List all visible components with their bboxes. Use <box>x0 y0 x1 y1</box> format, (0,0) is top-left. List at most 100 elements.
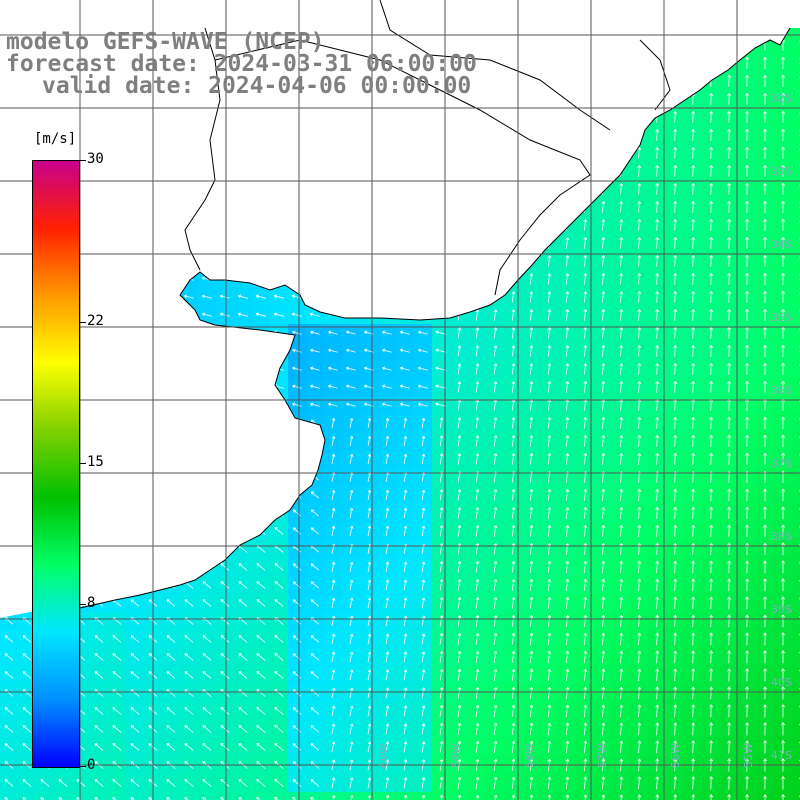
wind-arrow <box>745 704 749 718</box>
wind-arrow <box>691 650 696 664</box>
wind-arrow <box>529 381 534 393</box>
wind-arrow <box>457 579 462 591</box>
wind-arrow <box>547 524 552 537</box>
wind-arrow <box>637 363 642 375</box>
wind-arrow <box>403 489 408 501</box>
wind-arrow <box>673 254 678 267</box>
wind-arrow <box>637 273 642 285</box>
wind-arrow <box>601 578 606 592</box>
wind-arrow <box>727 578 732 592</box>
wind-arrow <box>399 402 410 407</box>
latitude-label: 39S <box>771 603 792 616</box>
wind-arrow <box>601 417 606 429</box>
wind-arrow <box>310 725 320 733</box>
wind-arrow <box>709 650 714 664</box>
field-cell <box>792 378 800 396</box>
field-cell <box>792 414 800 432</box>
wind-arrow <box>655 129 660 141</box>
wind-arrow <box>763 668 767 682</box>
wind-arrow <box>763 506 767 520</box>
wind-arrow <box>781 452 785 466</box>
wind-arrow <box>565 704 570 718</box>
wind-arrow <box>4 743 14 751</box>
wind-arrow <box>655 686 660 700</box>
colorbar-tick-label: 15 <box>87 454 104 470</box>
wind-arrow <box>439 525 444 537</box>
wind-arrow <box>421 705 426 717</box>
wind-arrow <box>385 489 390 501</box>
wind-arrow <box>763 200 767 213</box>
wind-arrow <box>493 561 498 573</box>
wind-arrow <box>529 596 534 609</box>
wind-arrow <box>727 452 732 466</box>
wind-arrow <box>673 542 678 556</box>
wind-arrow <box>385 561 390 573</box>
wind-arrow <box>619 363 624 375</box>
wind-arrow <box>727 722 732 736</box>
wind-arrow <box>565 740 570 754</box>
wind-arrow <box>385 615 390 627</box>
wind-arrow <box>547 704 552 718</box>
wind-arrow <box>637 686 642 700</box>
wind-arrow <box>637 381 642 393</box>
wind-arrow <box>421 669 426 681</box>
wind-arrow <box>745 182 749 195</box>
wind-arrow <box>457 327 462 339</box>
wind-arrow <box>691 668 696 682</box>
wind-arrow <box>763 686 767 700</box>
wind-arrow <box>529 507 534 519</box>
wind-arrow <box>727 254 731 267</box>
wind-arrow <box>709 614 714 628</box>
field-cell <box>792 576 800 594</box>
wind-arrow <box>331 453 336 464</box>
wind-arrow <box>637 524 642 537</box>
wind-arrow <box>184 725 194 733</box>
brazil-border <box>379 0 671 131</box>
wind-arrow <box>346 348 356 353</box>
wind-arrow <box>691 326 696 339</box>
wind-arrow <box>709 218 714 231</box>
wind-arrow <box>367 687 372 699</box>
wind-arrow <box>565 560 570 573</box>
wind-arrow <box>475 489 480 501</box>
wind-arrow <box>457 794 462 800</box>
wind-arrow <box>745 92 749 105</box>
wind-arrow <box>493 614 498 627</box>
wind-arrow <box>691 308 696 321</box>
field-cell <box>72 792 90 800</box>
wind-arrow <box>655 776 660 790</box>
longitude-label: 57W <box>596 743 609 768</box>
wind-arrow <box>691 488 696 502</box>
wind-arrow <box>310 599 320 607</box>
wind-arrow <box>403 435 408 446</box>
wind-arrow <box>673 290 678 303</box>
wind-arrow <box>547 632 552 645</box>
wind-arrow <box>292 743 302 751</box>
wind-arrow <box>745 362 749 375</box>
wind-arrow <box>310 366 320 371</box>
wind-arrow <box>763 596 767 610</box>
wind-arrow <box>565 668 570 682</box>
wind-arrow <box>565 488 570 501</box>
wind-arrow <box>274 742 284 751</box>
wind-arrow <box>457 597 462 609</box>
wind-arrow <box>367 453 372 464</box>
wind-arrow <box>727 740 732 754</box>
wind-arrow <box>547 596 552 609</box>
wind-arrow <box>457 650 462 663</box>
wind-arrow <box>547 309 552 321</box>
wind-arrow <box>547 794 552 800</box>
wind-arrow <box>727 290 731 303</box>
wind-arrow <box>310 707 320 715</box>
wind-arrow <box>763 74 767 87</box>
wind-arrow <box>184 635 194 643</box>
wind-arrow <box>202 743 212 751</box>
wind-arrow <box>637 704 642 718</box>
wind-arrow <box>166 743 176 751</box>
wind-arrow <box>493 363 498 375</box>
wind-arrow <box>619 309 624 321</box>
wind-arrow <box>349 597 354 609</box>
wind-arrow <box>166 725 176 733</box>
field-cell <box>792 432 800 450</box>
wind-arrow <box>727 488 732 502</box>
